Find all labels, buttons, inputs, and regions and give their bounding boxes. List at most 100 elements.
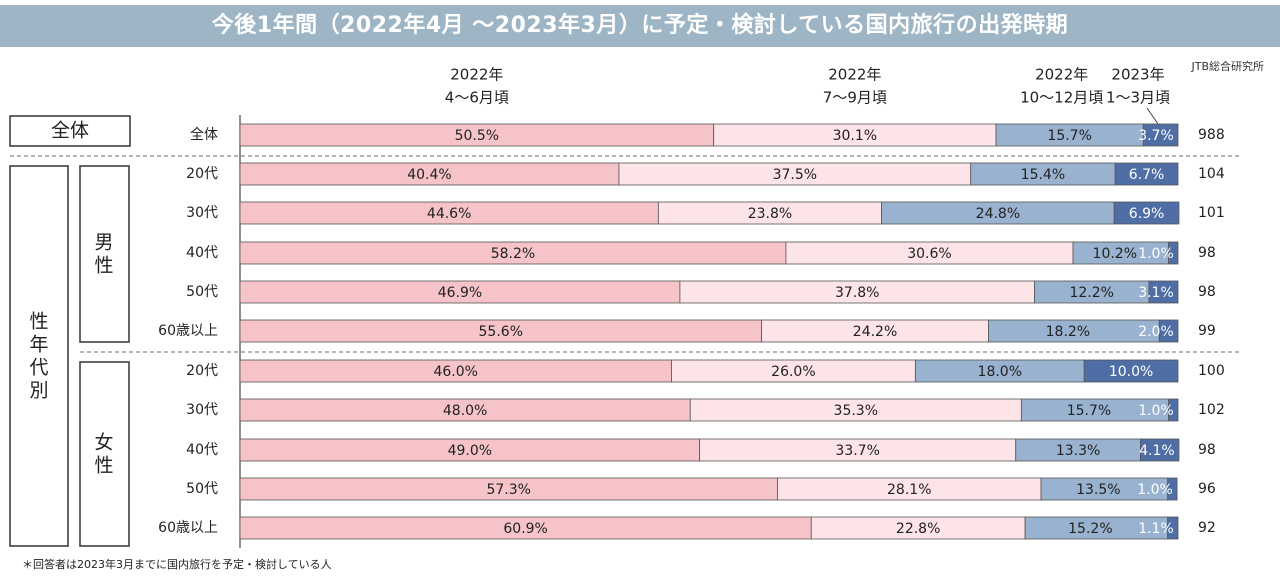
data-label: 40.4% xyxy=(407,167,451,183)
data-label: 4.1% xyxy=(1139,443,1175,459)
group-label-age-char: 代 xyxy=(29,357,48,379)
data-label: 48.0% xyxy=(443,403,487,419)
sample-size-label: 96 xyxy=(1198,481,1216,497)
data-label: 15.7% xyxy=(1047,128,1091,144)
group-box-age xyxy=(9,165,69,547)
sample-size-label: 102 xyxy=(1198,402,1225,418)
bar-segment xyxy=(1167,477,1178,501)
data-label: 44.6% xyxy=(427,206,471,222)
series-head-period: 1〜3月頃 xyxy=(1106,89,1170,107)
bar-segment xyxy=(1113,201,1180,225)
data-label: 10.0% xyxy=(1109,364,1153,380)
group-label-gender-char: 性 xyxy=(94,455,113,477)
sample-size-label: 988 xyxy=(1198,127,1225,143)
data-label: 46.9% xyxy=(438,285,482,301)
row-label: 50代 xyxy=(186,284,218,300)
bar-segment xyxy=(1083,359,1179,383)
series-head-year: 2022年 xyxy=(828,66,881,84)
row-label: 30代 xyxy=(186,402,218,418)
data-label: 49.0% xyxy=(448,443,492,459)
data-label: 55.6% xyxy=(479,324,523,340)
data-label: 22.8% xyxy=(896,521,940,537)
data-label: 1.0% xyxy=(1138,246,1174,262)
group-label-age-char: 別 xyxy=(29,380,48,402)
data-label: 3.7% xyxy=(1138,128,1174,144)
series-head-period: 4〜6月頃 xyxy=(445,89,509,107)
data-label: 57.3% xyxy=(486,482,530,498)
data-label: 18.2% xyxy=(1046,324,1090,340)
data-label: 58.2% xyxy=(491,246,535,262)
data-label: 13.3% xyxy=(1056,443,1100,459)
chart-title: 今後1年間（2022年4月 〜2023年3月）に予定・検討している国内旅行の出発… xyxy=(211,13,1069,38)
row-label: 60歳以上 xyxy=(158,323,218,339)
group-label-age-char: 年 xyxy=(29,334,48,356)
data-label: 37.8% xyxy=(835,285,879,301)
row-label: 40代 xyxy=(186,245,218,261)
data-label: 3.1% xyxy=(1138,285,1174,301)
group-label-gender-char: 女 xyxy=(94,432,113,454)
leader-line xyxy=(1146,107,1159,125)
data-label: 60.9% xyxy=(503,521,547,537)
group-box-gender xyxy=(79,361,130,547)
data-label: 26.0% xyxy=(771,364,815,380)
data-label: 1.0% xyxy=(1137,482,1173,498)
data-label: 15.4% xyxy=(1021,167,1065,183)
group-label-age-char: 性 xyxy=(29,311,48,333)
data-label: 18.0% xyxy=(978,364,1022,380)
data-label: 50.5% xyxy=(455,128,499,144)
title-bar: 今後1年間（2022年4月 〜2023年3月）に予定・検討している国内旅行の出発… xyxy=(0,5,1280,47)
row-label: 20代 xyxy=(186,363,218,379)
data-label: 12.2% xyxy=(1069,285,1113,301)
data-label: 6.9% xyxy=(1129,206,1165,222)
row-label: 20代 xyxy=(186,166,218,182)
data-label: 15.2% xyxy=(1068,521,1112,537)
data-label: 30.6% xyxy=(907,246,951,262)
series-head-period: 10〜12月頃 xyxy=(1020,89,1103,107)
data-label: 23.8% xyxy=(748,206,792,222)
sample-size-label: 99 xyxy=(1198,323,1216,339)
sample-size-label: 92 xyxy=(1198,520,1216,536)
data-label: 15.7% xyxy=(1067,403,1111,419)
data-label: 30.1% xyxy=(833,128,877,144)
bar-segment xyxy=(1114,162,1179,186)
data-label: 1.0% xyxy=(1138,403,1174,419)
data-label: 6.7% xyxy=(1129,167,1165,183)
sample-size-label: 100 xyxy=(1198,363,1225,379)
bar-segment xyxy=(1148,280,1179,304)
data-label: 24.8% xyxy=(976,206,1020,222)
data-label: 37.5% xyxy=(773,167,817,183)
group-box-total xyxy=(9,115,131,147)
sample-size-label: 101 xyxy=(1198,205,1225,221)
sample-size-label: 98 xyxy=(1198,284,1216,300)
bar-segment xyxy=(1168,398,1179,422)
bar-segment xyxy=(1167,516,1179,540)
series-head-year: 2022年 xyxy=(1035,66,1088,84)
sample-size-label: 98 xyxy=(1198,442,1216,458)
group-box-gender xyxy=(79,165,130,343)
source-label: JTB総合研究所 xyxy=(1191,60,1264,73)
series-head-period: 7〜9月頃 xyxy=(823,89,887,107)
row-label: 40代 xyxy=(186,442,218,458)
data-label: 35.3% xyxy=(834,403,878,419)
group-label-gender-char: 男 xyxy=(94,232,113,254)
bar-segment xyxy=(1142,123,1179,147)
data-label: 33.7% xyxy=(835,443,879,459)
bar-segment xyxy=(1168,241,1179,265)
sample-size-label: 98 xyxy=(1198,245,1216,261)
data-label: 2.0% xyxy=(1138,324,1174,340)
sample-size-label: 104 xyxy=(1198,166,1225,182)
footnote: ＊回答者は2023年3月までに国内旅行を予定・検討している人 xyxy=(22,558,332,571)
series-head-year: 2023年 xyxy=(1111,66,1164,84)
row-label: 30代 xyxy=(186,205,218,221)
bar-segment xyxy=(1158,319,1179,343)
row-label: 50代 xyxy=(186,481,218,497)
data-label: 46.0% xyxy=(433,364,477,380)
group-label-total: 全体 xyxy=(51,120,89,142)
data-label: 28.1% xyxy=(887,482,931,498)
data-label: 1.1% xyxy=(1138,521,1174,537)
data-label: 10.2% xyxy=(1093,246,1137,262)
row-label: 60歳以上 xyxy=(158,520,218,536)
data-label: 13.5% xyxy=(1076,482,1120,498)
row-label: 全体 xyxy=(190,126,218,143)
